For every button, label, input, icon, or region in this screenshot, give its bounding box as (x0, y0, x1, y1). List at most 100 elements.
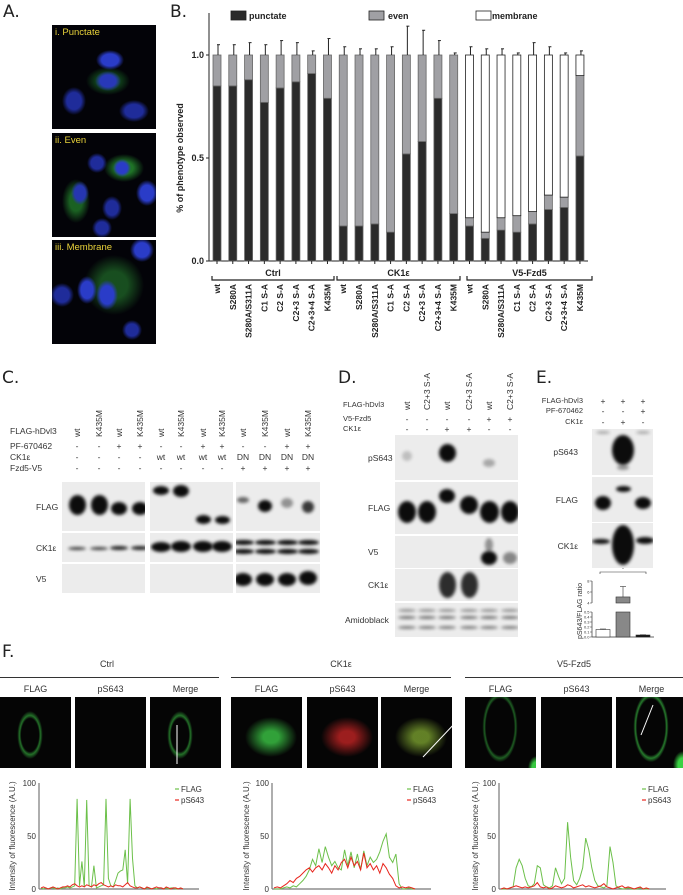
micrograph-merge (150, 697, 221, 768)
x-tick-label: C2+3 S-A (291, 284, 301, 322)
group-divider (465, 677, 683, 678)
bar-membrane (575, 54, 585, 77)
group-title: Ctrl (100, 659, 114, 669)
row-label-flag: FLAG-hDvl3 (343, 400, 385, 409)
bar-punctate (528, 223, 537, 262)
line-profile-marker (176, 725, 178, 764)
blot-v5-2 (150, 564, 233, 593)
bar-punctate (323, 97, 332, 262)
x-tick-label: C2 S-A (401, 284, 411, 312)
protein-band (635, 497, 651, 509)
channel-label: Merge (638, 684, 665, 694)
lane-label-flag: wt (114, 428, 124, 438)
panel-label-f: F. (2, 642, 15, 662)
bar-membrane (512, 54, 522, 217)
lane-value-pf: + (137, 441, 143, 451)
lane-value-fzd5: + (262, 463, 268, 473)
legend-swatch-membrane (475, 10, 492, 21)
protein-band (195, 514, 211, 524)
protein-band (596, 430, 610, 434)
bar-membrane (528, 54, 537, 212)
bar-punctate (275, 87, 285, 262)
protein-band (276, 548, 298, 554)
lane-value-fzd5: - (445, 414, 449, 424)
blot-v5-3 (236, 564, 320, 593)
lane-label-flag: wt (72, 428, 82, 438)
lane-value-pf: - (263, 441, 267, 451)
bar-punctate (559, 207, 569, 262)
row-label-fzd5: Fzd5-V5 (10, 463, 43, 473)
protein-band (398, 625, 416, 629)
bar-even (370, 54, 380, 225)
lane-value-fzd5: - (159, 463, 163, 473)
lane-value-pf: + (640, 406, 646, 416)
protein-band (212, 540, 232, 552)
lane-label-flag: C2+3 S-A (505, 372, 515, 410)
protein-band (173, 485, 189, 497)
panel-label-b: B. (170, 2, 188, 22)
series-line-ps643 (273, 852, 416, 890)
micrograph-punctate: i. Punctate (52, 25, 156, 129)
lane-value-fzd5: - (201, 463, 205, 473)
x-tick-label: wt (212, 284, 222, 295)
row-label-ck1: CK1ε (343, 424, 361, 433)
y-tick-label: 100 (23, 779, 37, 788)
bar-even (228, 54, 238, 87)
lane-value-fzd5: + (305, 463, 311, 473)
y-tick-label: 1.0 (191, 50, 204, 60)
lane-value-ck1: - (117, 452, 121, 462)
protein-band (398, 501, 416, 523)
protein-band (171, 540, 191, 552)
protein-band (90, 546, 108, 550)
blot-ps643 (592, 429, 653, 475)
lane-label-flag: wt (198, 428, 208, 438)
micrograph-flag (465, 697, 536, 768)
lane-value-pf: - (179, 441, 183, 451)
protein-band (111, 501, 127, 515)
x-tick-label: C1 S-A (386, 284, 396, 312)
row-label-ck1: CK1ε (10, 452, 31, 462)
lane-label-flag: C2+3 S-A (464, 372, 474, 410)
lane-value-fzd5: - (405, 414, 409, 424)
y-tick-label: 100 (483, 779, 497, 788)
series-line-ps643 (40, 881, 184, 890)
blot-label: V5 (36, 573, 47, 584)
micrograph-ps643 (307, 697, 378, 768)
y-axis-label: % of phenotype observed (175, 103, 185, 213)
blot-flag-2 (150, 482, 233, 531)
protein-band (592, 538, 610, 544)
row-label-flag: FLAG-hDvl3 (10, 426, 57, 436)
line-profile-marker (422, 725, 452, 758)
panel-label-d: D. (338, 368, 357, 388)
bar-even (543, 194, 553, 210)
protein-band (501, 501, 518, 523)
lane-value-ck1: - (425, 424, 429, 434)
lane-label-flag: K435M (176, 410, 186, 437)
x-tick-label: C2 S-A (275, 284, 285, 312)
y-tick-label: 50 (27, 832, 36, 841)
protein-band (480, 608, 498, 612)
lane-value-ck1: + (466, 424, 472, 434)
protein-band (299, 571, 317, 585)
bar-punctate (512, 231, 522, 262)
group-label: V5-Fzd5 (512, 268, 547, 278)
bar-even (259, 54, 269, 103)
protein-band (254, 539, 276, 545)
protein-band (481, 551, 497, 565)
channel-label: pS643 (97, 684, 124, 694)
bar-membrane (465, 54, 474, 219)
protein-band (297, 539, 319, 545)
bar-membrane (543, 54, 553, 196)
x-tick-label: K435M (449, 284, 459, 311)
lane-label-flag: K435M (260, 410, 270, 437)
channel-label: FLAG (488, 684, 513, 694)
x-tick-label: C1 S-A (512, 284, 522, 312)
y-tick-label: 0 (492, 885, 497, 894)
lane-value-ck1: DN (301, 452, 315, 462)
bar-even (417, 54, 427, 142)
lane-value-fzd5: + (240, 463, 246, 473)
blot-label: CK1ε (368, 580, 389, 590)
bar-punctate (386, 231, 395, 262)
protein-band (636, 536, 653, 544)
